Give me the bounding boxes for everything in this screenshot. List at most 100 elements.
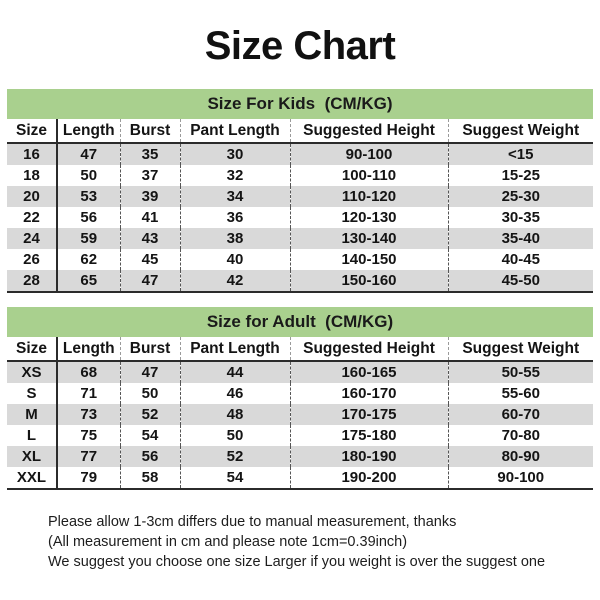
kids-cell-length: 65 bbox=[56, 270, 120, 293]
adult-header-suggest-weight: Suggest Weight bbox=[447, 337, 593, 362]
kids-cell-pant-length: 40 bbox=[179, 249, 290, 270]
kids-header-suggested-height: Suggested Height bbox=[289, 119, 448, 144]
adult-cell-length: 71 bbox=[56, 383, 120, 404]
kids-cell-pant-length: 34 bbox=[179, 186, 290, 207]
kids-cell-length: 53 bbox=[56, 186, 120, 207]
kids-cell-pant-length: 30 bbox=[179, 143, 290, 165]
kids-cell-burst: 37 bbox=[119, 165, 180, 186]
adult-cell-burst: 47 bbox=[119, 361, 180, 383]
adult-cell-burst: 58 bbox=[119, 467, 180, 490]
adult-cell-suggest-weight: 55-60 bbox=[447, 383, 593, 404]
table-row: XL 77 56 52 180-190 80-90 bbox=[7, 446, 593, 467]
kids-cell-size: 24 bbox=[7, 228, 57, 249]
adult-cell-length: 79 bbox=[56, 467, 120, 490]
note-line-1: Please allow 1-3cm differs due to manual… bbox=[48, 514, 457, 530]
kids-size-table: Size Length Burst Pant Length Suggested … bbox=[7, 119, 593, 293]
kids-cell-suggest-weight: <15 bbox=[447, 143, 593, 165]
kids-cell-length: 47 bbox=[56, 143, 120, 165]
table-row: 28 65 47 42 150-160 45-50 bbox=[7, 270, 593, 293]
adult-size-table-block: Size for Adult (CM/KG) Size Length Burst… bbox=[7, 307, 593, 490]
kids-cell-suggest-weight: 40-45 bbox=[447, 249, 593, 270]
kids-cell-burst: 43 bbox=[119, 228, 180, 249]
adult-cell-suggested-height: 190-200 bbox=[289, 467, 448, 490]
table-row: M 73 52 48 170-175 60-70 bbox=[7, 404, 593, 425]
kids-cell-size: 28 bbox=[7, 270, 57, 293]
adult-header-pant-length: Pant Length bbox=[179, 337, 290, 362]
adult-cell-suggested-height: 160-165 bbox=[289, 361, 448, 383]
kids-cell-burst: 39 bbox=[119, 186, 180, 207]
kids-cell-suggest-weight: 35-40 bbox=[447, 228, 593, 249]
table-row: S 71 50 46 160-170 55-60 bbox=[7, 383, 593, 404]
kids-size-table-block: Size For Kids (CM/KG) Size Length Burst … bbox=[7, 89, 593, 293]
page-title: Size Chart bbox=[204, 24, 396, 68]
table-row: XS 68 47 44 160-165 50-55 bbox=[7, 361, 593, 383]
kids-cell-size: 20 bbox=[7, 186, 57, 207]
measurement-notes: Please allow 1-3cm differs due to manual… bbox=[48, 512, 600, 572]
adult-cell-suggested-height: 175-180 bbox=[289, 425, 448, 446]
kids-cell-suggest-weight: 30-35 bbox=[447, 207, 593, 228]
table-row: XXL 79 58 54 190-200 90-100 bbox=[7, 467, 593, 490]
kids-cell-suggest-weight: 45-50 bbox=[447, 270, 593, 293]
adult-cell-burst: 52 bbox=[119, 404, 180, 425]
kids-cell-burst: 41 bbox=[119, 207, 180, 228]
adult-cell-pant-length: 50 bbox=[179, 425, 290, 446]
adult-cell-size: S bbox=[7, 383, 57, 404]
adult-cell-suggest-weight: 60-70 bbox=[447, 404, 593, 425]
adult-cell-burst: 54 bbox=[119, 425, 180, 446]
kids-cell-size: 16 bbox=[7, 143, 57, 165]
kids-cell-suggested-height: 100-110 bbox=[289, 165, 448, 186]
kids-cell-size: 18 bbox=[7, 165, 57, 186]
kids-cell-length: 62 bbox=[56, 249, 120, 270]
adult-cell-pant-length: 54 bbox=[179, 467, 290, 490]
adult-cell-suggest-weight: 80-90 bbox=[447, 446, 593, 467]
adult-section-band: Size for Adult (CM/KG) bbox=[7, 307, 593, 337]
kids-section-band: Size For Kids (CM/KG) bbox=[7, 89, 593, 119]
adult-cell-size: XS bbox=[7, 361, 57, 383]
table-row: L 75 54 50 175-180 70-80 bbox=[7, 425, 593, 446]
kids-cell-size: 22 bbox=[7, 207, 57, 228]
kids-cell-suggested-height: 120-130 bbox=[289, 207, 448, 228]
adult-header-suggested-height: Suggested Height bbox=[289, 337, 448, 362]
adult-cell-length: 73 bbox=[56, 404, 120, 425]
kids-cell-pant-length: 42 bbox=[179, 270, 290, 293]
kids-cell-suggest-weight: 15-25 bbox=[447, 165, 593, 186]
adult-cell-length: 68 bbox=[56, 361, 120, 383]
kids-cell-length: 56 bbox=[56, 207, 120, 228]
adult-cell-length: 75 bbox=[56, 425, 120, 446]
table-row: 24 59 43 38 130-140 35-40 bbox=[7, 228, 593, 249]
adult-cell-size: XXL bbox=[7, 467, 57, 490]
adult-cell-burst: 50 bbox=[119, 383, 180, 404]
adult-cell-suggest-weight: 70-80 bbox=[447, 425, 593, 446]
kids-cell-suggested-height: 90-100 bbox=[289, 143, 448, 165]
kids-cell-pant-length: 36 bbox=[179, 207, 290, 228]
note-line-2: (All measurement in cm and please note 1… bbox=[48, 534, 408, 550]
adult-cell-burst: 56 bbox=[119, 446, 180, 467]
adult-table-head: Size Length Burst Pant Length Suggested … bbox=[7, 337, 593, 362]
kids-table-head: Size Length Burst Pant Length Suggested … bbox=[7, 119, 593, 144]
adult-size-table: Size Length Burst Pant Length Suggested … bbox=[7, 337, 593, 490]
adult-cell-pant-length: 52 bbox=[179, 446, 290, 467]
kids-header-suggest-weight: Suggest Weight bbox=[447, 119, 593, 144]
kids-header-burst: Burst bbox=[119, 119, 180, 144]
kids-cell-length: 59 bbox=[56, 228, 120, 249]
kids-cell-burst: 47 bbox=[119, 270, 180, 293]
table-row: 26 62 45 40 140-150 40-45 bbox=[7, 249, 593, 270]
note-line-3: We suggest you choose one size Larger if… bbox=[48, 554, 546, 570]
adult-cell-suggested-height: 180-190 bbox=[289, 446, 448, 467]
adult-header-length: Length bbox=[56, 337, 120, 362]
adult-cell-pant-length: 44 bbox=[179, 361, 290, 383]
table-row: 22 56 41 36 120-130 30-35 bbox=[7, 207, 593, 228]
kids-table-body: 16 47 35 30 90-100 <15 18 50 37 32 100-110 15-25 20 5… bbox=[7, 143, 593, 293]
adult-cell-pant-length: 48 bbox=[179, 404, 290, 425]
adult-cell-size: L bbox=[7, 425, 57, 446]
table-row: 20 53 39 34 110-120 25-30 bbox=[7, 186, 593, 207]
adult-header-size: Size bbox=[7, 337, 57, 362]
adult-header-row: Size Length Burst Pant Length Suggested … bbox=[7, 337, 593, 362]
table-row: 18 50 37 32 100-110 15-25 bbox=[7, 165, 593, 186]
kids-cell-burst: 35 bbox=[119, 143, 180, 165]
adult-cell-suggest-weight: 50-55 bbox=[447, 361, 593, 383]
adult-cell-size: M bbox=[7, 404, 57, 425]
kids-cell-pant-length: 38 bbox=[179, 228, 290, 249]
kids-cell-length: 50 bbox=[56, 165, 120, 186]
kids-cell-suggested-height: 130-140 bbox=[289, 228, 448, 249]
